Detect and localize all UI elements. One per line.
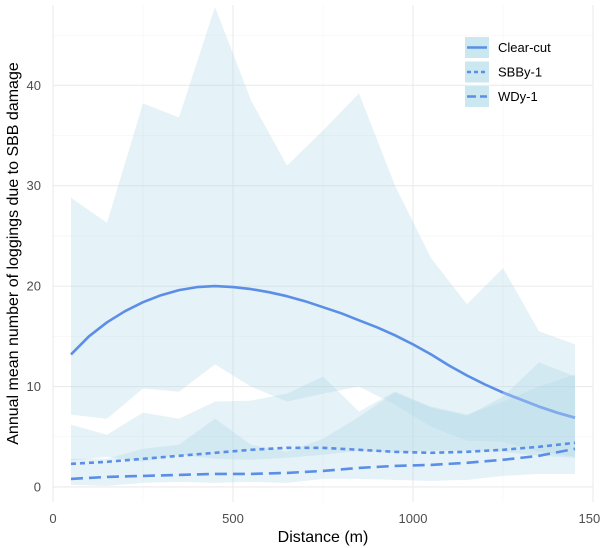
- confidence-band-1: [71, 7, 575, 457]
- series-line-1: [70, 284, 576, 419]
- series-line-2: [70, 441, 576, 466]
- series-line-3: [70, 447, 576, 481]
- series-lines: [70, 284, 576, 481]
- y-tick-label: 10: [27, 379, 41, 394]
- x-tick-label: 1000: [399, 511, 428, 526]
- legend-label: Clear-cut: [498, 40, 551, 55]
- x-tick-label: 500: [222, 511, 244, 526]
- y-tick-label: 20: [27, 279, 41, 294]
- confidence-band-2: [71, 374, 575, 462]
- legend-item: Clear-cut: [465, 37, 551, 58]
- y-tick-label: 30: [27, 178, 41, 193]
- y-axis-ticks: 0 10 20 30 40: [27, 78, 41, 495]
- legend-item: WDy-1: [465, 86, 538, 107]
- x-tick-label: 0: [49, 511, 56, 526]
- legend-label: WDy-1: [498, 89, 538, 104]
- series-line-1-tail: [502, 391, 576, 419]
- y-tick-label: 40: [27, 78, 41, 93]
- grid: [52, 5, 594, 502]
- legend-label: SBBy-1: [498, 65, 542, 80]
- x-axis-title: Distance (m): [278, 529, 369, 546]
- legend: Clear-cut SBBy-1 WDy-1: [465, 37, 551, 107]
- y-tick-label: 0: [34, 479, 41, 494]
- legend-key-background: [465, 86, 489, 107]
- legend-item: SBBy-1: [465, 61, 542, 83]
- y-axis-title: Annual mean number of loggings due to SB…: [5, 62, 22, 445]
